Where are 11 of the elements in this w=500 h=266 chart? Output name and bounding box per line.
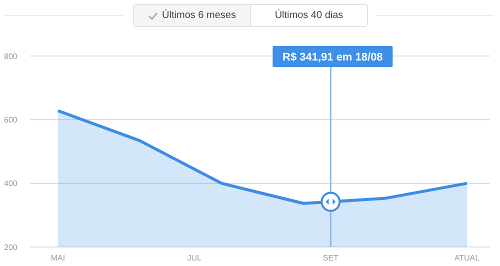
x-tick-label: SET [322,254,339,263]
y-tick-label: 400 [4,179,18,188]
x-tick-label: MAI [50,254,66,263]
y-tick-label: 600 [4,116,18,125]
y-tick-label: 200 [4,242,18,252]
ref-line-label: R$ 341,91 em 18/08 [282,52,383,64]
x-tick-label: ATUAL [454,254,480,263]
text: Últimos 40 dias [274,10,344,21]
text: Últimos 6 meses [162,10,236,21]
y-tick-label: 800 [4,52,18,61]
x-tick-label: JUL [187,254,202,263]
